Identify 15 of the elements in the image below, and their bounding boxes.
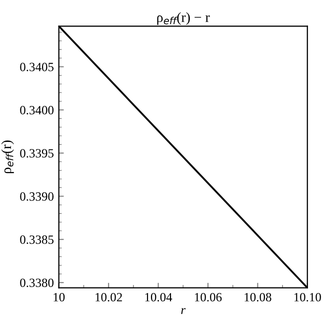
x-tick-label: 10.02	[96, 292, 122, 302]
y-tick-label: 0.3385	[20, 235, 54, 244]
chart-title: ρ$_{eff}$(r) − r	[157, 12, 210, 25]
x-tick-label: 10.08	[244, 292, 272, 302]
x-tick-label: 10	[54, 292, 65, 302]
x-axis-title: r	[181, 308, 186, 314]
y-tick-label: 0.3390	[20, 192, 54, 201]
x-tick-label: 10.04	[145, 292, 172, 302]
x-tick-label: 10.10	[294, 292, 321, 302]
y-tick-label: 0.3380	[20, 278, 54, 288]
y-tick-label: 0.3400	[20, 106, 54, 114]
x-tick-label: 10.06	[195, 292, 222, 302]
y-axis-title: ρ$_{eff}$(r)	[1, 140, 14, 174]
y-tick-label: 0.3405	[20, 62, 54, 72]
y-tick-label: 0.3395	[20, 149, 54, 158]
